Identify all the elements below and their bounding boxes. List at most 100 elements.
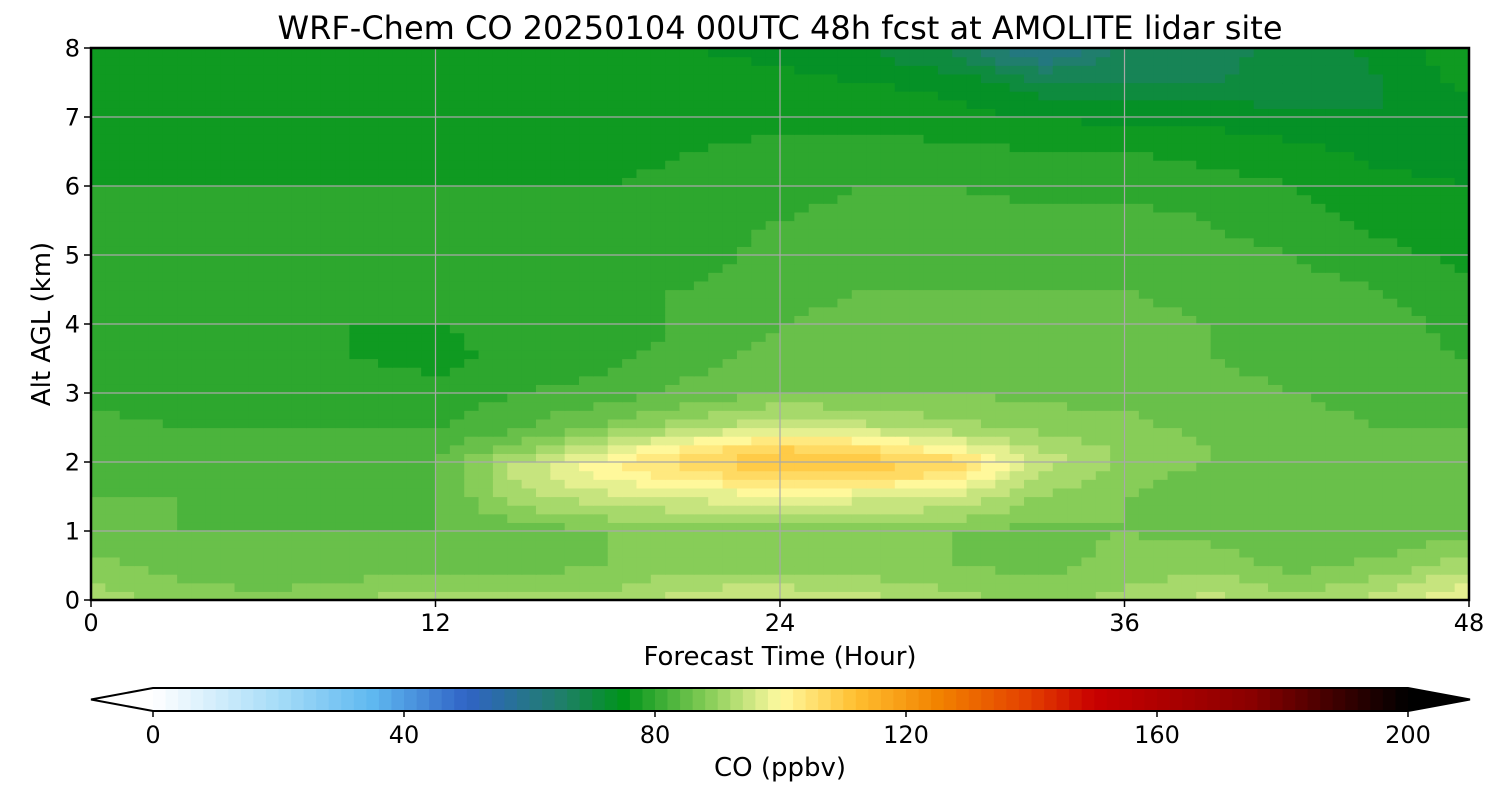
field-cell [736,565,752,575]
field-cell [837,548,853,558]
field-cell [119,556,135,567]
field-cell [909,591,925,600]
field-cell [923,470,939,480]
field-cell [550,324,566,334]
field-cell [1253,418,1269,429]
field-cell [937,289,953,299]
field-cell [564,436,580,446]
field-cell [1425,591,1441,600]
field-cell [995,436,1011,446]
field-cell [909,453,925,463]
field-cell [1138,418,1154,429]
field-cell [1382,229,1398,239]
field-cell [736,548,752,558]
field-cell [1110,306,1126,316]
field-cell [1167,574,1183,584]
field-cell [263,194,279,204]
field-cell [1067,263,1083,273]
field-cell [320,496,336,506]
field-cell [464,427,480,437]
field-cell [1138,556,1154,567]
field-cell [564,556,580,567]
field-cell [894,220,910,230]
field-cell [1253,531,1269,541]
field-cell [1311,418,1327,429]
field-cell [1138,427,1154,437]
field-cell [291,436,307,446]
field-cell [1368,255,1384,265]
field-cell [449,211,465,222]
field-cell [1454,237,1469,247]
field-cell [1124,211,1140,222]
field-cell [1239,255,1255,265]
field-cell [679,393,695,403]
field-cell [1368,160,1384,170]
field-cell [248,401,264,411]
field-cell [808,574,824,584]
field-cell [1009,168,1025,178]
field-cell [406,574,422,584]
field-cell [291,324,307,334]
field-cell [320,548,336,558]
field-cell [421,246,437,256]
field-cell [349,263,365,273]
field-cell [780,410,795,420]
field-cell [794,487,810,498]
field-cell [535,487,551,498]
field-cell [478,582,494,592]
field-cell [234,203,250,213]
field-cell [736,151,752,161]
field-cell [564,393,580,403]
field-cell [1268,539,1283,549]
field-cell [1354,401,1370,411]
field-cell [535,324,551,334]
field-cell [1196,229,1212,239]
field-cell [234,177,250,187]
field-cell [693,548,709,558]
field-cell [1339,237,1355,247]
field-cell [1282,349,1298,360]
field-cell [191,453,207,463]
field-cell [1454,280,1469,291]
field-cell [1052,332,1068,342]
field-cell [378,186,394,196]
field-cell [1282,306,1298,316]
field-cell [1397,513,1413,523]
field-cell [564,444,580,454]
field-cell [1382,375,1398,385]
field-cell [1124,548,1140,558]
field-cell [291,470,307,480]
field-cell [349,591,365,600]
field-cell [1311,203,1327,213]
field-cell [1153,513,1169,523]
field-cell [650,513,666,523]
field-cell [291,237,307,247]
field-cell [406,418,422,429]
field-cell [335,186,350,196]
field-cell [392,513,408,523]
field-cell [794,522,810,532]
field-cell [177,211,193,222]
field-cell [708,410,724,420]
field-cell [751,513,767,523]
field-cell [1397,410,1413,420]
field-cell [995,168,1011,178]
field-cell [1325,160,1341,170]
field-cell [966,487,982,498]
field-cell [1210,453,1226,463]
field-cell [622,194,638,204]
field-cell [220,203,236,213]
field-cell [507,401,523,411]
field-cell [1253,272,1269,282]
field-cell [191,186,207,196]
field-cell [665,229,681,239]
field-cell [1095,582,1111,592]
field-cell [320,324,336,334]
field-cell [937,255,953,265]
field-cell [263,487,279,498]
field-cell [622,436,638,446]
field-cell [105,229,121,239]
field-cell [579,237,594,247]
field-cell [952,479,968,489]
field-cell [392,418,408,429]
